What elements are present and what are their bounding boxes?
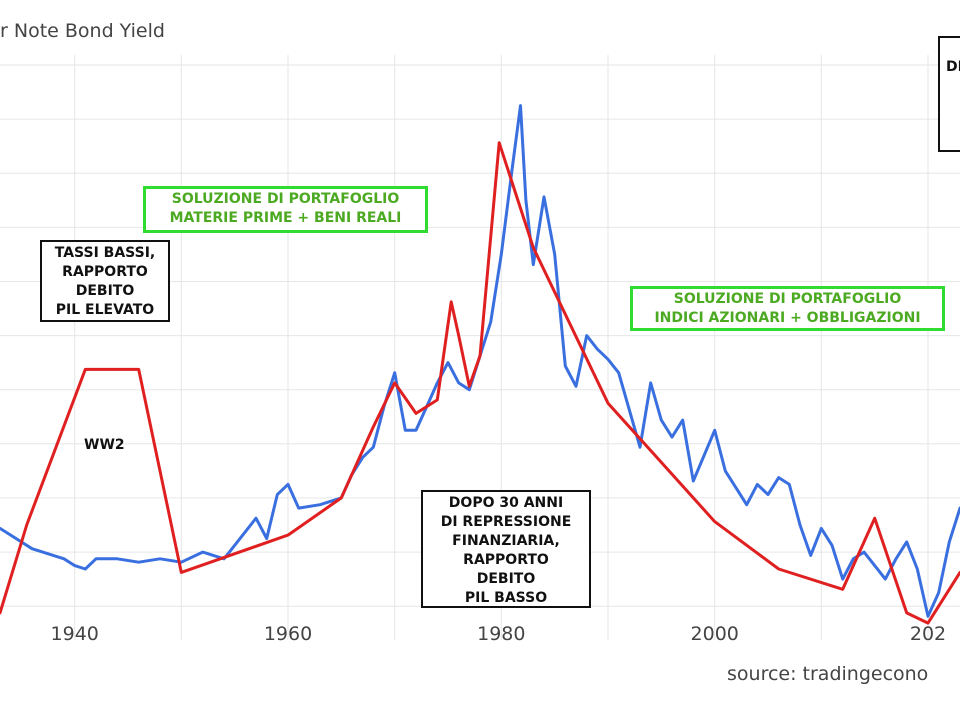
- annotation-soluzione-materie-prime: SOLUZIONE DI PORTAFOGLIO MATERIE PRIME +…: [143, 186, 428, 233]
- source-note: source: tradingecono: [727, 663, 929, 685]
- annotation-cut-box: DI: [938, 36, 960, 152]
- series-yield-line: [0, 104, 960, 618]
- ww2-label: WW2: [84, 437, 125, 453]
- x-tick-label: 1940: [51, 623, 99, 645]
- x-tick-label: 202: [910, 623, 946, 645]
- chart-title: r Note Bond Yield: [0, 20, 165, 42]
- series-cycle-line: [0, 141, 960, 625]
- x-tick-label: 1980: [477, 623, 525, 645]
- x-tick-label: 1960: [264, 623, 312, 645]
- annotation-soluzione-indici-azionari: SOLUZIONE DI PORTAFOGLIO INDICI AZIONARI…: [630, 286, 945, 331]
- annotation-dopo-30-anni: DOPO 30 ANNI DI REPRESSIONE FINANZIARIA,…: [421, 490, 591, 608]
- annotation-tassi-bassi: TASSI BASSI, RAPPORTO DEBITO PIL ELEVATO: [40, 240, 170, 322]
- x-tick-label: 2000: [691, 623, 739, 645]
